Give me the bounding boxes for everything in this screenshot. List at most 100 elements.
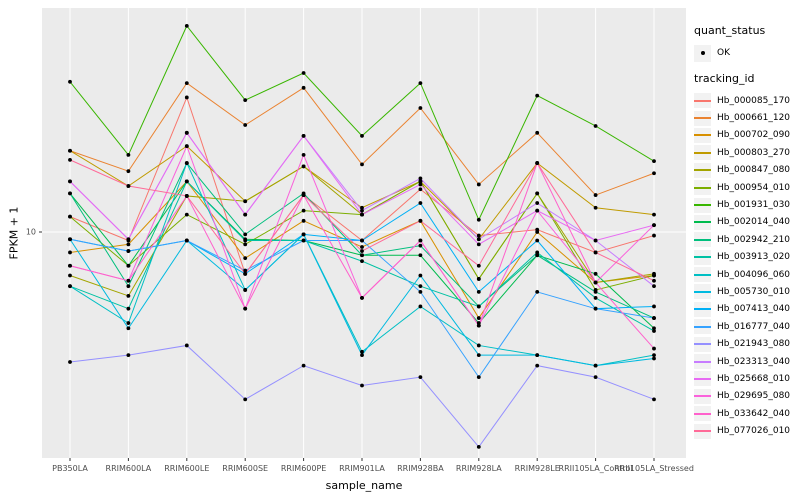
legend-item-label: OK — [717, 48, 730, 58]
data-point — [243, 98, 248, 102]
x-tick-label: RRIM600LE — [164, 464, 210, 473]
data-point — [476, 217, 481, 222]
data-point — [184, 194, 189, 198]
line-swatch-color — [694, 377, 711, 380]
data-point — [593, 296, 598, 300]
legend-title-quant-status: quant_status — [694, 24, 766, 37]
data-point — [360, 249, 364, 253]
legend-entry-Hb_002942_210: Hb_002942_210 — [694, 231, 800, 248]
data-point — [476, 242, 481, 247]
data-point — [68, 284, 72, 289]
data-point — [243, 232, 248, 237]
data-point — [593, 280, 598, 285]
data-point — [68, 273, 72, 278]
data-point — [476, 289, 481, 294]
data-point — [68, 191, 72, 196]
data-point — [243, 268, 248, 273]
line-swatch-icon — [694, 232, 711, 248]
data-point — [243, 397, 248, 402]
legend-entry-label: Hb_001931_030 — [717, 200, 791, 211]
data-point — [126, 242, 131, 247]
data-point — [535, 250, 540, 255]
data-point — [243, 212, 248, 217]
point-marker-key — [694, 44, 711, 62]
legend-entry-label: Hb_002014_040 — [717, 217, 791, 228]
legend-entry-Hb_023313_040: Hb_023313_040 — [694, 353, 800, 370]
legend-entry-Hb_002014_040: Hb_002014_040 — [694, 214, 800, 231]
line-swatch-color — [694, 99, 711, 102]
data-point — [476, 444, 481, 449]
data-point — [476, 277, 481, 281]
x-tick-label: RRIM928LE — [514, 464, 560, 473]
data-point — [476, 316, 481, 320]
data-point — [652, 329, 656, 333]
data-point — [243, 123, 248, 127]
line-swatch-icon — [694, 406, 711, 422]
data-point — [360, 349, 364, 354]
line-swatch-color — [694, 117, 711, 120]
line-swatch-color — [694, 238, 711, 241]
line-swatch-icon — [694, 197, 711, 213]
data-point — [360, 259, 364, 264]
x-tick-label: RRIM928BA — [397, 464, 444, 473]
legend-entry-label: Hb_002942_210 — [717, 234, 791, 245]
data-point — [652, 273, 656, 278]
data-point — [68, 79, 72, 84]
legend-entry-label: Hb_025668_010 — [717, 373, 791, 384]
data-point — [418, 182, 423, 187]
data-point — [126, 184, 131, 188]
line-swatch-icon — [694, 145, 711, 161]
line-swatch-color — [694, 290, 711, 293]
data-point — [184, 130, 189, 135]
data-point — [360, 212, 364, 217]
line-swatch-icon — [694, 180, 711, 196]
data-point — [593, 193, 598, 197]
data-point — [652, 304, 656, 309]
line-swatch-color — [694, 204, 711, 207]
data-point — [535, 93, 540, 98]
data-point — [535, 208, 540, 213]
line-swatch-color — [694, 273, 711, 276]
data-point — [360, 162, 364, 167]
data-point — [476, 353, 481, 358]
data-point — [476, 343, 481, 348]
legend-entry-Hb_025668_010: Hb_025668_010 — [694, 370, 800, 387]
data-point — [418, 106, 423, 110]
line-swatch-color — [694, 395, 711, 398]
x-tick-label: RRIM928LA — [455, 464, 502, 473]
data-point — [360, 296, 364, 300]
line-swatch-icon — [694, 162, 711, 178]
data-point — [301, 218, 306, 223]
x-tick-label: RRIM901LA — [339, 464, 385, 473]
data-point — [418, 289, 423, 294]
line-swatch-color — [694, 186, 711, 189]
data-point — [652, 326, 656, 331]
data-point — [184, 238, 189, 243]
line-swatch-icon — [694, 110, 711, 126]
data-point — [418, 81, 423, 86]
data-point — [360, 205, 364, 210]
data-point — [593, 375, 598, 380]
legend-entry-label: Hb_007413_040 — [717, 304, 791, 315]
data-point — [301, 152, 306, 157]
data-point — [68, 148, 72, 153]
data-point — [126, 278, 131, 283]
x-tick-label: RRIM600PE — [280, 464, 327, 473]
line-swatch-icon — [694, 354, 711, 370]
line-swatch-color — [694, 151, 711, 154]
data-point — [476, 263, 481, 268]
line-swatch-color — [694, 221, 711, 224]
data-point — [535, 130, 540, 135]
data-point — [243, 238, 248, 243]
data-point — [184, 81, 189, 86]
data-point — [652, 353, 656, 358]
legend-item-ok: OK — [694, 44, 800, 62]
data-point — [593, 124, 598, 128]
data-point — [360, 383, 364, 388]
data-point — [68, 237, 72, 242]
legend-entry-Hb_000661_120: Hb_000661_120 — [694, 109, 800, 126]
data-point — [652, 397, 656, 402]
line-swatch-icon — [694, 214, 711, 230]
line-swatch-icon — [694, 301, 711, 317]
